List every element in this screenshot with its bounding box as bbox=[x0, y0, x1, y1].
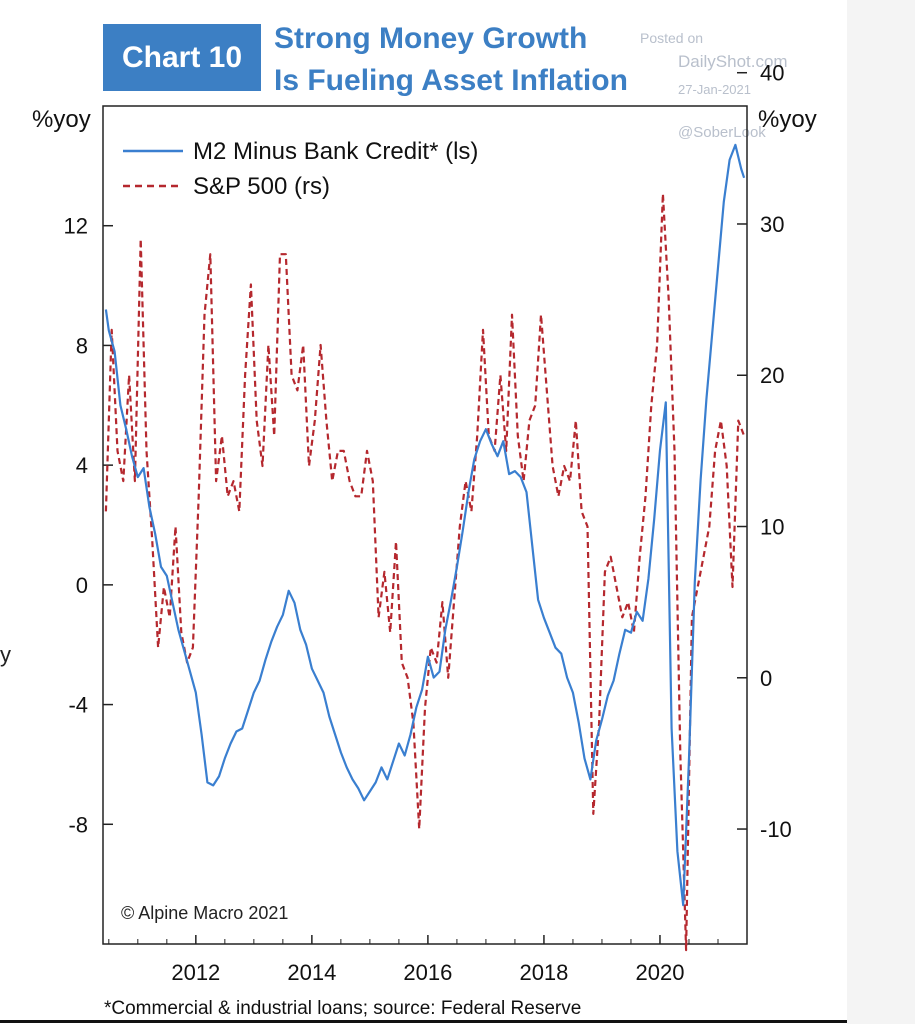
right-axis-unit: %yoy bbox=[758, 106, 817, 133]
left-axis-tick-label: 0 bbox=[76, 573, 88, 598]
left-axis-tick-label: -4 bbox=[68, 693, 88, 718]
right-axis-tick-label: -10 bbox=[760, 817, 792, 842]
left-axis-tick-label: 4 bbox=[76, 453, 88, 478]
left-axis-tick-label: 8 bbox=[76, 333, 88, 358]
chart-number-badge: Chart 10 bbox=[103, 24, 261, 91]
legend-label-sp500: S&P 500 (rs) bbox=[193, 173, 330, 200]
x-axis-tick-label: 2014 bbox=[287, 960, 336, 985]
left-axis-unit: %yoy bbox=[32, 106, 91, 133]
series-line-m2-minus-bank-credit bbox=[104, 143, 746, 907]
right-axis-tick-label: 40 bbox=[760, 61, 784, 86]
page-margin bbox=[847, 0, 915, 1024]
x-axis-tick-label: 2018 bbox=[519, 960, 568, 985]
left-axis-tick-label: 12 bbox=[64, 214, 88, 239]
chart-title-line-2: Is Fueling Asset Inflation bbox=[274, 64, 628, 97]
cropped-axis-fragment: y bbox=[0, 642, 11, 667]
bottom-divider bbox=[0, 1020, 847, 1023]
right-axis-tick-label: 0 bbox=[760, 666, 772, 691]
right-axis-tick-label: 10 bbox=[760, 515, 784, 540]
right-axis-tick-label: 20 bbox=[760, 363, 784, 388]
x-axis-tick-label: 2016 bbox=[403, 960, 452, 985]
x-axis-tick-label: 2012 bbox=[171, 960, 220, 985]
watermark-handle: @SoberLook bbox=[678, 124, 766, 141]
plot-area-frame bbox=[102, 105, 748, 945]
chart-title: Strong Money Growth Is Fueling Asset Inf… bbox=[274, 18, 628, 102]
watermark-date: 27-Jan-2021 bbox=[678, 82, 751, 97]
watermark-site: DailyShot.com bbox=[678, 52, 788, 71]
series-line-sp500 bbox=[104, 192, 746, 952]
right-axis-tick-label: 30 bbox=[760, 212, 784, 237]
legend-label-m2: M2 Minus Bank Credit* (ls) bbox=[193, 138, 478, 165]
chart-title-line-1: Strong Money Growth bbox=[274, 22, 588, 55]
watermark-posted: Posted on bbox=[640, 30, 704, 46]
chart-series bbox=[104, 143, 746, 952]
left-axis-tick-label: -8 bbox=[68, 812, 88, 837]
copyright-note: © Alpine Macro 2021 bbox=[121, 903, 288, 923]
chart-legend: M2 Minus Bank Credit* (ls) S&P 500 (rs) bbox=[123, 138, 478, 200]
x-axis-tick-label: 2020 bbox=[635, 960, 684, 985]
footnote: *Commercial & industrial loans; source: … bbox=[104, 998, 582, 1019]
